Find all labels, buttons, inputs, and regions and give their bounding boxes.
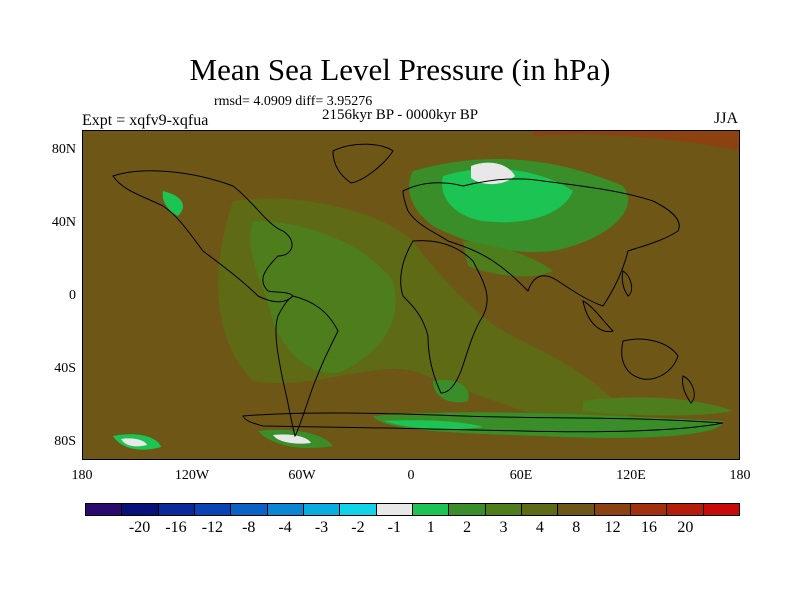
coastlines (112, 143, 724, 438)
period-text: 2156kyr BP - 0000kyr BP (322, 107, 479, 123)
colorbar-tick-label: 16 (641, 519, 658, 536)
colorbar-tick-label: -16 (165, 519, 187, 536)
colorbar-tick-label: 12 (604, 519, 621, 536)
colorbar-cell (340, 504, 377, 515)
colorbar-tick-label: 1 (426, 519, 435, 536)
y-tick-label: 40N (51, 215, 76, 230)
x-tick-label: 180 (729, 468, 751, 483)
anomaly-field (83, 131, 739, 459)
colorbar-cell (122, 504, 159, 515)
y-tick-label: 80N (51, 142, 76, 157)
map-field (83, 131, 739, 459)
colorbar-cell (485, 504, 522, 515)
map-title: Mean Sea Level Pressure (in hPa) (189, 52, 611, 87)
colorbar-cell (412, 504, 450, 515)
pressure-map (82, 130, 740, 460)
y-tick-label: 80S (54, 434, 76, 449)
y-tick-label: 40S (54, 361, 76, 376)
colorbar-cell (558, 504, 595, 515)
colorbar-cell (667, 504, 704, 515)
colorbar-tick-label: -12 (201, 519, 224, 536)
x-tick-label: 60W (288, 468, 316, 483)
colorbar-tick-label: 20 (677, 519, 694, 536)
stats-text: rmsd= 4.0909 diff= 3.95276 (214, 94, 373, 109)
colorbar-cell (521, 504, 559, 515)
colorbar-tick-label: -3 (314, 519, 329, 536)
colorbar-tick-label: 4 (535, 519, 544, 536)
colorbar-tick-label: 8 (572, 519, 581, 536)
colorbar-cell (231, 504, 268, 515)
colorbar-tick-label: -8 (242, 519, 256, 536)
colorbar-cell (267, 504, 304, 515)
colorbar-cell (303, 504, 341, 515)
colorbar-cell (630, 504, 668, 515)
colorbar-tick-label: 2 (463, 519, 472, 536)
y-tick-label: 0 (69, 288, 76, 303)
colorbar-tick-label: 3 (499, 519, 508, 536)
colorbar-cell (158, 504, 195, 515)
colorbar-cell (194, 504, 232, 515)
season-label: JJA (714, 110, 739, 127)
experiment-label: Expt = xqfv9-xqfua (82, 112, 209, 129)
x-tick-label: 180 (71, 468, 93, 483)
x-tick-label: 120W (174, 468, 210, 483)
colorbar-tick-label: -20 (128, 519, 151, 536)
colorbar-cell (376, 504, 413, 515)
colorbar-cell (449, 504, 486, 515)
colorbar-tick-label: -4 (278, 519, 292, 536)
colorbar-cell (703, 504, 739, 515)
colorbar-tick-label: -1 (387, 519, 401, 536)
x-tick-label: 0 (407, 468, 415, 483)
colorbar-cell (594, 504, 631, 515)
colorbar (85, 503, 740, 516)
colorbar-tick-label: -2 (351, 519, 365, 536)
colorbar-cell (86, 504, 123, 515)
x-tick-label: 120E (616, 468, 646, 483)
x-tick-label: 60E (509, 468, 533, 483)
